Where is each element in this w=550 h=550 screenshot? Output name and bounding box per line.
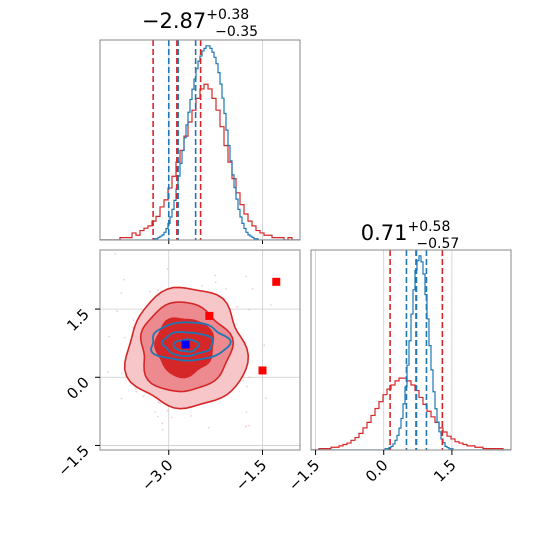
sample-point-194 [107, 371, 109, 373]
title-param2: 0.71+0.58 −0.57 [361, 219, 460, 252]
sample-point-93 [201, 284, 203, 287]
sample-point-195 [236, 305, 239, 308]
hist2-red-step [311, 377, 511, 450]
contour-blue-0 [150, 321, 232, 362]
sample-point-256 [161, 422, 164, 425]
marker-blue-0 [181, 340, 190, 349]
marker-red-2 [272, 277, 281, 286]
sample-point-98 [264, 397, 267, 399]
title-param1: −2.87+0.38 −0.35 [142, 7, 258, 40]
sample-point-223 [135, 387, 137, 390]
hist1-frame [99, 39, 301, 241]
sample-point-34 [225, 288, 227, 290]
sample-point-148 [107, 335, 110, 338]
density-xtick-label-0: −3.0 [138, 456, 176, 494]
density-group [92, 248, 321, 465]
sample-point-23 [149, 290, 152, 293]
hist2-xtick-label-0: −1.5 [285, 456, 323, 494]
sample-point-244 [170, 416, 173, 419]
density-ytick-label-2: 1.5 [63, 305, 93, 335]
sample-point-246 [248, 308, 250, 311]
sample-point-234 [142, 395, 145, 398]
sample-point-96 [246, 385, 248, 388]
density-xtick-label-1: −1.5 [232, 456, 270, 494]
sample-point-130 [135, 390, 138, 393]
sample-point-86 [120, 397, 123, 400]
sample-point-241 [124, 336, 126, 339]
sample-point-219 [247, 424, 250, 427]
hist2-xtick-label-1: 0.0 [362, 456, 392, 486]
hist2-frame [310, 249, 512, 451]
sample-point-213 [92, 463, 94, 465]
sample-point-191 [120, 372, 123, 375]
sample-point-138 [158, 402, 161, 405]
sample-point-29 [114, 252, 117, 255]
sample-point-104 [214, 281, 217, 283]
sample-point-170 [116, 310, 119, 313]
density-ytick-label-0: −1.5 [54, 442, 92, 480]
sample-point-227 [207, 426, 210, 429]
sample-point-30 [214, 274, 216, 277]
marker-red-1 [258, 366, 267, 375]
sample-point-55 [157, 401, 160, 403]
sample-point-196 [157, 289, 159, 292]
sample-point-172 [132, 319, 135, 322]
sample-point-176 [245, 425, 247, 428]
sample-point-53 [245, 275, 248, 278]
sample-point-200 [166, 268, 169, 270]
hist1-blue-step [100, 45, 300, 240]
hist2-blue-step [311, 255, 511, 450]
contour-blue-2 [172, 338, 200, 353]
sample-point-231 [156, 415, 159, 418]
sample-point-129 [248, 376, 250, 379]
sample-point-210 [166, 409, 169, 412]
contour-blue-1 [160, 331, 214, 358]
sample-point-106 [251, 287, 254, 290]
sample-point-5 [190, 414, 193, 417]
sample-point-204 [245, 411, 248, 414]
hist1-red-step [100, 83, 300, 240]
sample-point-21 [120, 292, 123, 295]
sample-point-60 [242, 380, 245, 382]
sample-point-79 [270, 304, 272, 306]
sample-point-0 [319, 336, 321, 338]
density-frame [99, 249, 301, 451]
sample-point-220 [195, 248, 197, 250]
sample-point-214 [154, 411, 157, 414]
sample-point-187 [161, 428, 164, 431]
sample-point-26 [263, 344, 266, 347]
hist2-xtick-label-2: 1.5 [430, 456, 460, 486]
marker-red-0 [205, 311, 214, 320]
density-ytick-label-1: 0.0 [63, 373, 93, 403]
sample-point-215 [123, 278, 126, 281]
